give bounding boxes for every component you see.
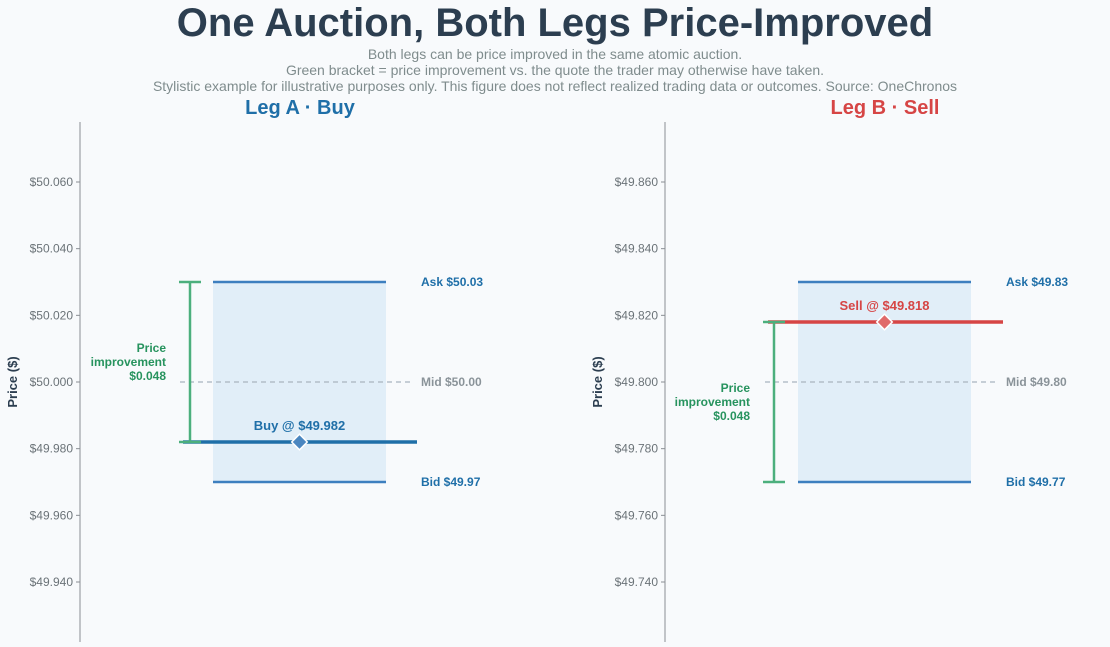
execution-marker <box>290 433 309 451</box>
improvement-label: improvement <box>91 355 166 369</box>
y-axis-title: Price ($) <box>5 356 20 407</box>
subtitle-line-3: Stylistic example for illustrative purpo… <box>152 78 958 94</box>
subtitle-line-1: Both legs can be price improved in the s… <box>367 46 743 62</box>
ask-label: Ask $50.03 <box>421 275 483 289</box>
improvement-label: Price <box>137 341 167 355</box>
bid-label: Bid $49.97 <box>421 475 481 489</box>
mid-label: Mid $49.80 <box>1006 375 1067 389</box>
subtitle-line-2: Green bracket = price improvement vs. th… <box>285 62 825 78</box>
y-tick-label: $49.840 <box>615 242 659 256</box>
ask-label: Ask $49.83 <box>1006 275 1068 289</box>
page-title: One Auction, Both Legs Price-Improved <box>176 1 934 45</box>
improvement-label: Price <box>721 381 751 395</box>
y-tick-label: $50.000 <box>30 375 74 389</box>
y-tick-label: $49.980 <box>30 442 74 456</box>
chart-panel-leg-b: Leg B · Sell $49.740 $49.760 $49.780 $49.800… <box>590 97 1068 642</box>
y-axis-title: Price ($) <box>590 356 605 407</box>
y-tick-label: $49.960 <box>30 508 74 522</box>
y-tick-label: $49.760 <box>615 508 659 522</box>
improvement-label: $0.048 <box>129 369 166 383</box>
y-tick-label: $49.800 <box>615 375 659 389</box>
panel-title: Leg A · Buy <box>245 97 356 119</box>
panel-title: Leg B · Sell <box>831 97 940 119</box>
y-tick-label: $49.940 <box>30 575 74 589</box>
execution-label: Buy @ $49.982 <box>254 418 345 433</box>
mid-label: Mid $50.00 <box>421 375 482 389</box>
y-tick-label: $49.740 <box>615 575 659 589</box>
y-tick-label: $50.020 <box>30 308 74 322</box>
y-tick-label: $50.060 <box>30 175 74 189</box>
improvement-label: $0.048 <box>713 409 750 423</box>
improvement-label: improvement <box>675 395 750 409</box>
execution-marker <box>875 313 894 331</box>
y-tick-label: $49.860 <box>615 175 659 189</box>
y-tick-label: $49.780 <box>615 442 659 456</box>
bid-label: Bid $49.77 <box>1006 475 1066 489</box>
chart-panel-leg-a: Leg A · Buy $49.940 $49.960 $49.980 $50.000 $… <box>5 97 483 642</box>
y-tick-label: $49.820 <box>615 308 659 322</box>
y-tick-label: $50.040 <box>30 242 74 256</box>
execution-label: Sell @ $49.818 <box>839 298 929 313</box>
